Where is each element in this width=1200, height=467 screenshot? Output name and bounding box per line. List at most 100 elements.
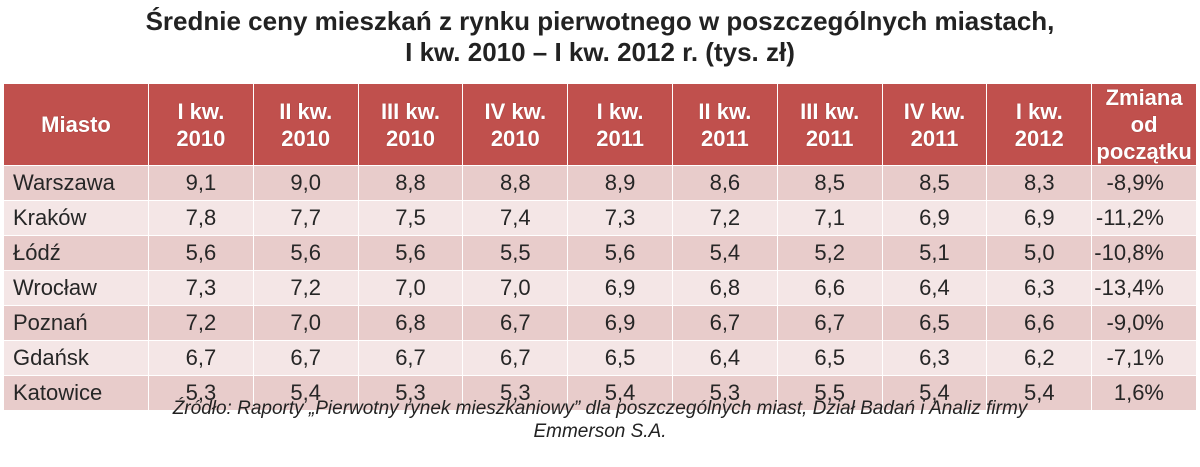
- table-row: Łódź 5,6 5,6 5,6 5,5 5,6 5,4 5,2 5,1 5,0 -10,8%: [3, 235, 1197, 271]
- column-header-city: Miasto: [3, 83, 149, 166]
- column-header-quarter: IV kw. 2010: [462, 83, 569, 166]
- price-cell: 6,3: [986, 270, 1093, 306]
- price-cell: 6,7: [357, 340, 464, 376]
- table-row: Warszawa 9,1 9,0 8,8 8,8 8,9 8,6 8,5 8,5 8,3 -8,9%: [3, 165, 1197, 201]
- column-header-text: 2010: [281, 125, 331, 151]
- price-cell: 6,7: [252, 340, 359, 376]
- source-note-line-2: Emmerson S.A.: [533, 421, 667, 442]
- price-cell: 7,2: [252, 270, 359, 306]
- source-note-line-1: Źródło: Raporty „Pierwotny rynek mieszka…: [172, 398, 1028, 419]
- price-cell: 6,7: [462, 305, 569, 341]
- price-cell: 9,0: [252, 165, 359, 201]
- price-cell: 6,6: [776, 270, 883, 306]
- price-cell: 8,6: [671, 165, 778, 201]
- price-cell: 7,0: [357, 270, 464, 306]
- city-name-cell: Poznań: [3, 305, 149, 341]
- column-header-text: I kw.: [177, 98, 225, 124]
- price-cell: 6,2: [986, 340, 1093, 376]
- price-cell: 6,6: [986, 305, 1093, 341]
- column-header-quarter: I kw. 2011: [567, 83, 673, 166]
- table-row: Wrocław 7,3 7,2 7,0 7,0 6,9 6,8 6,6 6,4 6,3 -13,4%: [3, 270, 1197, 306]
- column-header-text: IV kw.: [484, 98, 547, 124]
- price-cell: 7,2: [671, 200, 778, 236]
- price-cell: 5,1: [881, 235, 988, 271]
- price-cell: 9,1: [148, 165, 254, 201]
- column-header-text: III kw.: [800, 98, 860, 124]
- chart-title-line-2: I kw. 2010 – I kw. 2012 r. (tys. zł): [405, 37, 795, 67]
- price-cell: 5,2: [776, 235, 883, 271]
- price-cell: 8,9: [567, 165, 673, 201]
- column-header-text: II kw.: [698, 98, 752, 124]
- column-header-change: Zmiana od początku: [1091, 83, 1197, 166]
- price-cell: 6,8: [671, 270, 778, 306]
- price-cell: 6,9: [986, 200, 1093, 236]
- column-header-quarter: IV kw. 2011: [881, 83, 988, 166]
- source-note: Źródło: Raporty „Pierwotny rynek mieszka…: [0, 397, 1200, 443]
- price-cell: 8,3: [986, 165, 1093, 201]
- city-name-cell: Wrocław: [3, 270, 149, 306]
- table-body: Warszawa 9,1 9,0 8,8 8,8 8,9 8,6 8,5 8,5 8,3 -8,9%…: [3, 165, 1197, 411]
- price-cell: 8,5: [776, 165, 883, 201]
- price-cell: 5,5: [462, 235, 569, 271]
- price-cell: 7,2: [148, 305, 254, 341]
- chart-title: Średnie ceny mieszkań z rynku pierwotneg…: [0, 6, 1200, 68]
- column-header-text: I kw.: [1015, 98, 1063, 124]
- price-cell: 6,4: [671, 340, 778, 376]
- price-cell: 7,0: [252, 305, 359, 341]
- change-cell: -7,1%: [1091, 340, 1197, 376]
- change-cell: -8,9%: [1091, 165, 1197, 201]
- price-cell: 6,7: [462, 340, 569, 376]
- column-header-text: początku: [1096, 139, 1192, 164]
- column-header-text: 2011: [596, 125, 644, 151]
- price-cell: 5,4: [252, 375, 359, 411]
- price-cell: 6,7: [776, 305, 883, 341]
- price-cell: 8,8: [462, 165, 569, 201]
- price-cell: 5,4: [567, 375, 673, 411]
- price-cell: 7,5: [357, 200, 464, 236]
- column-header-text: IV kw.: [903, 98, 966, 124]
- price-cell: 7,8: [148, 200, 254, 236]
- price-cell: 7,1: [776, 200, 883, 236]
- price-cell: 6,5: [776, 340, 883, 376]
- table-row: Kraków 7,8 7,7 7,5 7,4 7,3 7,2 7,1 6,9 6,9 -11,2%: [3, 200, 1197, 236]
- column-header-quarter: II kw. 2010: [252, 83, 359, 166]
- price-cell: 7,4: [462, 200, 569, 236]
- column-header-text: III kw.: [380, 98, 441, 124]
- price-cell: 5,4: [986, 375, 1093, 411]
- table-row: Gdańsk 6,7 6,7 6,7 6,7 6,5 6,4 6,5 6,3 6,2 -7,1%: [3, 340, 1197, 376]
- price-cell: 6,5: [567, 340, 673, 376]
- column-header-text: Zmiana od: [1105, 85, 1183, 137]
- change-cell: -11,2%: [1091, 200, 1197, 236]
- table-header-row: Miasto I kw. 2010 II kw. 2010 III kw. 2010 IV k…: [3, 83, 1197, 166]
- column-header-text: Miasto: [41, 112, 111, 137]
- price-cell: 6,8: [357, 305, 464, 341]
- price-cell: 6,5: [881, 305, 988, 341]
- chart-title-line-1: Średnie ceny mieszkań z rynku pierwotneg…: [145, 6, 1055, 36]
- price-cell: 5,6: [148, 235, 254, 271]
- column-header-text: 2011: [805, 125, 854, 151]
- price-cell: 6,3: [881, 340, 988, 376]
- column-header-text: 2011: [701, 125, 749, 151]
- column-header-text: II kw.: [279, 98, 333, 124]
- column-header-text: 2010: [176, 125, 226, 151]
- table-row: Katowice 5,3 5,4 5,3 5,3 5,4 5,3 5,5 5,4 5,4 1,6%: [3, 375, 1197, 411]
- price-cell: 5,3: [671, 375, 778, 411]
- column-header-quarter: I kw. 2010: [148, 83, 254, 166]
- price-cell: 8,5: [881, 165, 988, 201]
- price-cell: 6,4: [881, 270, 988, 306]
- change-cell: -9,0%: [1091, 305, 1197, 341]
- change-cell: 1,6%: [1091, 375, 1197, 411]
- price-cell: 5,6: [567, 235, 673, 271]
- price-table: Miasto I kw. 2010 II kw. 2010 III kw. 2010 IV k…: [3, 83, 1197, 411]
- price-cell: 5,6: [252, 235, 359, 271]
- price-cell: 7,3: [567, 200, 673, 236]
- price-cell: 6,7: [148, 340, 254, 376]
- price-cell: 5,4: [881, 375, 988, 411]
- price-cell: 5,4: [671, 235, 778, 271]
- column-header-text: I kw.: [596, 98, 644, 124]
- column-header-text: 2010: [490, 125, 540, 151]
- price-cell: 7,0: [462, 270, 569, 306]
- price-cell: 6,9: [881, 200, 988, 236]
- column-header-quarter: III kw. 2010: [357, 83, 464, 166]
- price-cell: 7,3: [148, 270, 254, 306]
